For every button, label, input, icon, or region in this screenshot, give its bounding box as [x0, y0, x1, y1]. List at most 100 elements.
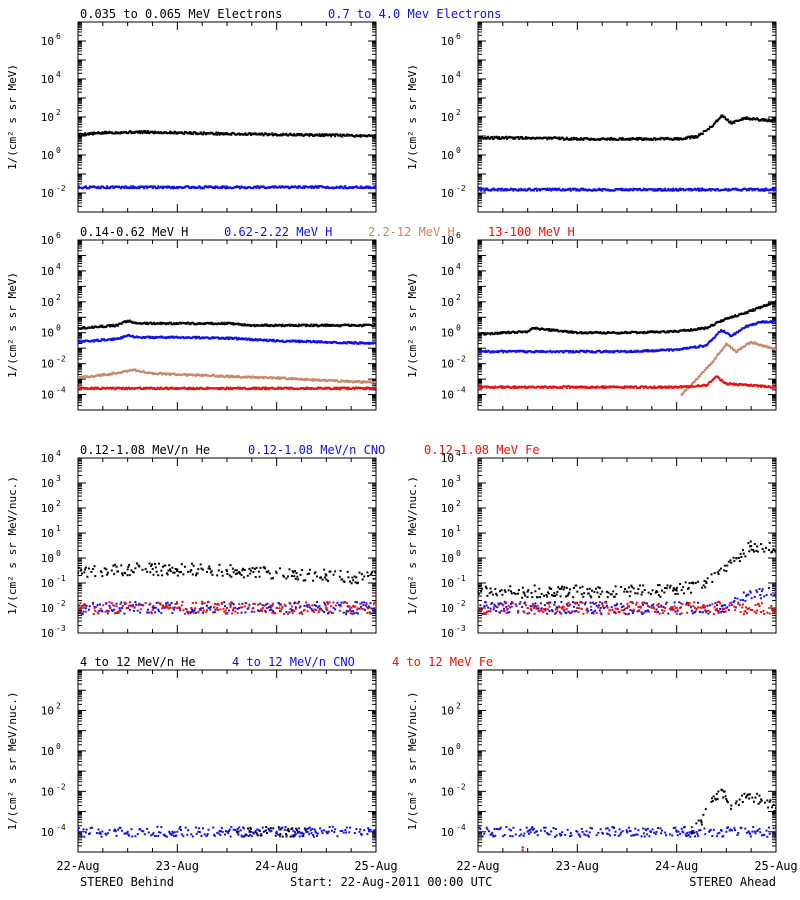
data-point — [624, 330, 627, 333]
data-point — [712, 378, 715, 381]
data-point — [570, 137, 573, 140]
data-point — [281, 339, 284, 342]
data-point — [352, 579, 355, 582]
data-point — [157, 373, 160, 376]
data-point — [354, 581, 357, 584]
data-point — [168, 564, 171, 567]
data-point — [479, 187, 482, 190]
data-point — [296, 575, 299, 578]
data-point — [763, 189, 766, 192]
data-point — [120, 187, 123, 190]
data-point — [141, 603, 144, 606]
legend-row1-2: 2.2-12 MeV H — [368, 225, 455, 239]
data-point — [194, 574, 197, 577]
data-point — [231, 567, 234, 570]
data-point — [338, 187, 341, 190]
data-point — [628, 385, 631, 388]
data-point — [524, 136, 527, 139]
data-point — [486, 187, 489, 190]
data-point — [136, 131, 139, 134]
data-point — [721, 349, 724, 352]
data-point — [275, 133, 278, 136]
data-point — [665, 331, 668, 334]
data-point — [90, 132, 93, 135]
data-point — [297, 186, 300, 189]
data-point — [775, 119, 776, 122]
data-point — [367, 342, 370, 345]
data-point — [168, 568, 171, 571]
data-point — [632, 386, 635, 389]
data-point — [640, 350, 643, 353]
data-point — [526, 188, 529, 191]
legend-row2-1: 0.12-1.08 MeV/n CNO — [248, 443, 385, 457]
data-point — [289, 132, 292, 135]
data-point — [157, 185, 160, 188]
data-point — [194, 335, 197, 338]
data-point — [518, 137, 521, 140]
data-point — [197, 186, 200, 189]
data-point — [493, 386, 496, 389]
data-point — [653, 188, 656, 191]
data-point — [238, 132, 241, 135]
data-point — [686, 385, 689, 388]
data-point — [480, 385, 483, 388]
data-point — [256, 339, 259, 342]
data-point — [128, 333, 131, 336]
data-point — [352, 342, 355, 345]
data-point — [78, 387, 79, 390]
data-point — [136, 609, 139, 612]
data-point — [154, 611, 157, 614]
data-point — [106, 131, 109, 134]
data-point — [143, 187, 146, 190]
y-tick-exponent: 6 — [456, 32, 461, 41]
data-point — [762, 384, 765, 387]
data-point — [267, 570, 270, 573]
data-point — [570, 331, 573, 334]
y-tick-exponent: 2 — [456, 108, 461, 117]
data-point — [213, 187, 216, 190]
data-point — [497, 137, 500, 140]
data-point — [666, 189, 669, 192]
data-point — [312, 609, 315, 612]
data-point — [577, 188, 580, 191]
data-point — [110, 569, 113, 572]
data-point — [264, 603, 267, 606]
data-point — [555, 188, 558, 191]
data-point — [80, 376, 83, 379]
data-point — [771, 120, 774, 123]
data-point — [679, 187, 682, 190]
data-point — [176, 387, 179, 390]
data-point — [516, 331, 519, 334]
data-point — [594, 188, 597, 191]
data-point — [201, 602, 204, 605]
data-point — [539, 386, 542, 389]
data-point — [605, 349, 608, 352]
data-point — [323, 135, 326, 138]
data-point — [165, 386, 168, 389]
data-point — [218, 133, 221, 136]
data-point — [255, 566, 258, 569]
data-point — [120, 336, 123, 339]
data-point — [108, 601, 111, 604]
data-point — [633, 349, 636, 352]
data-point — [332, 388, 335, 391]
data-point — [305, 378, 308, 381]
data-point — [645, 188, 648, 191]
data-point — [155, 388, 158, 391]
data-point — [772, 302, 775, 305]
data-point — [328, 324, 331, 327]
y-tick-exponent: 2 — [56, 293, 61, 302]
data-point — [146, 570, 149, 573]
data-point — [724, 344, 727, 347]
data-point — [734, 187, 737, 190]
data-point — [89, 375, 92, 378]
y-tick-exponent: -1 — [56, 574, 66, 583]
data-point — [640, 137, 643, 140]
data-point — [714, 357, 717, 360]
data-point — [608, 351, 611, 354]
data-point — [706, 327, 709, 330]
y-tick-label: 10 — [41, 627, 54, 640]
data-point — [772, 189, 775, 192]
